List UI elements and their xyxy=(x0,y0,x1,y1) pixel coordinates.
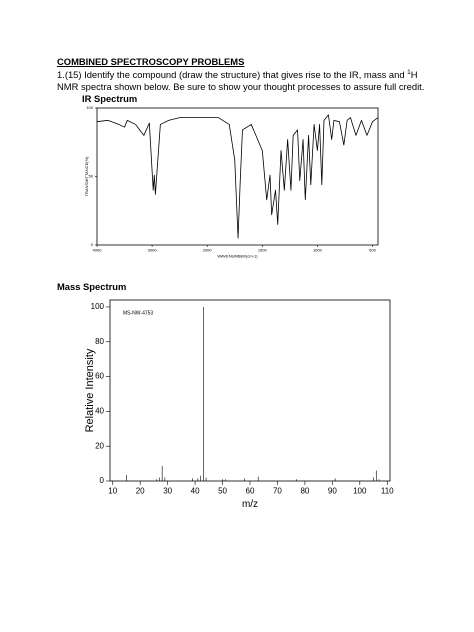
y-tick-label: 100 xyxy=(91,302,105,311)
x-tick-label: 80 xyxy=(300,487,309,496)
section-heading: IR Spectrum xyxy=(82,93,138,104)
y-tick-label: 40 xyxy=(95,406,104,415)
x-tick-label: 90 xyxy=(328,487,337,496)
x-tick-label: 70 xyxy=(273,487,282,496)
x-tick-label: 500 xyxy=(369,247,376,252)
x-tick-label: 20 xyxy=(136,487,145,496)
y-tick-label: 0 xyxy=(91,242,94,247)
problem-text-part: 1.(15) Identify the compound (draw the s… xyxy=(57,69,408,80)
x-tick-label: 110 xyxy=(381,487,394,496)
y-axis-label: Relative Intensity xyxy=(84,348,96,432)
x-axis-label: m/z xyxy=(242,499,258,510)
x-tick-label: 60 xyxy=(246,487,255,496)
x-tick-label: 3000 xyxy=(148,247,158,252)
plot-frame xyxy=(109,299,391,482)
y-tick-label: 80 xyxy=(95,337,104,346)
y-tick-label: 50 xyxy=(89,174,94,179)
doc-title: COMBINED SPECTROSCOPY PROBLEMS xyxy=(57,56,245,67)
x-tick-label: 2000 xyxy=(203,247,213,252)
problem-text: 1.(15) Identify the compound (draw the s… xyxy=(57,69,427,93)
y-tick-label: 20 xyxy=(95,441,104,450)
annotation: MS-NW-4753 xyxy=(123,310,153,316)
y-tick-label: 100 xyxy=(86,105,93,110)
x-tick-label: 50 xyxy=(218,487,227,496)
problem-text-part: H NMR spectra shown below. Be sure to sh… xyxy=(57,69,425,92)
section-heading: Mass Spectrum xyxy=(57,281,127,292)
x-tick-label: 4000 xyxy=(93,247,103,252)
x-tick-label: 1000 xyxy=(313,247,323,252)
superscript: 1 xyxy=(407,68,411,76)
y-tick-label: 0 xyxy=(100,476,105,485)
x-tick-label: 40 xyxy=(191,487,200,496)
x-tick-label: 10 xyxy=(108,487,117,496)
x-tick-label: 1500 xyxy=(258,247,268,252)
x-axis-label: WAVENUMBER(cm-1) xyxy=(217,254,258,259)
x-tick-label: 100 xyxy=(353,487,367,496)
y-tick-label: 60 xyxy=(95,372,104,381)
x-tick-label: 30 xyxy=(163,487,172,496)
y-axis-label: TRANSMITTANCE(%) xyxy=(84,156,89,197)
spectrum-line xyxy=(96,114,379,239)
